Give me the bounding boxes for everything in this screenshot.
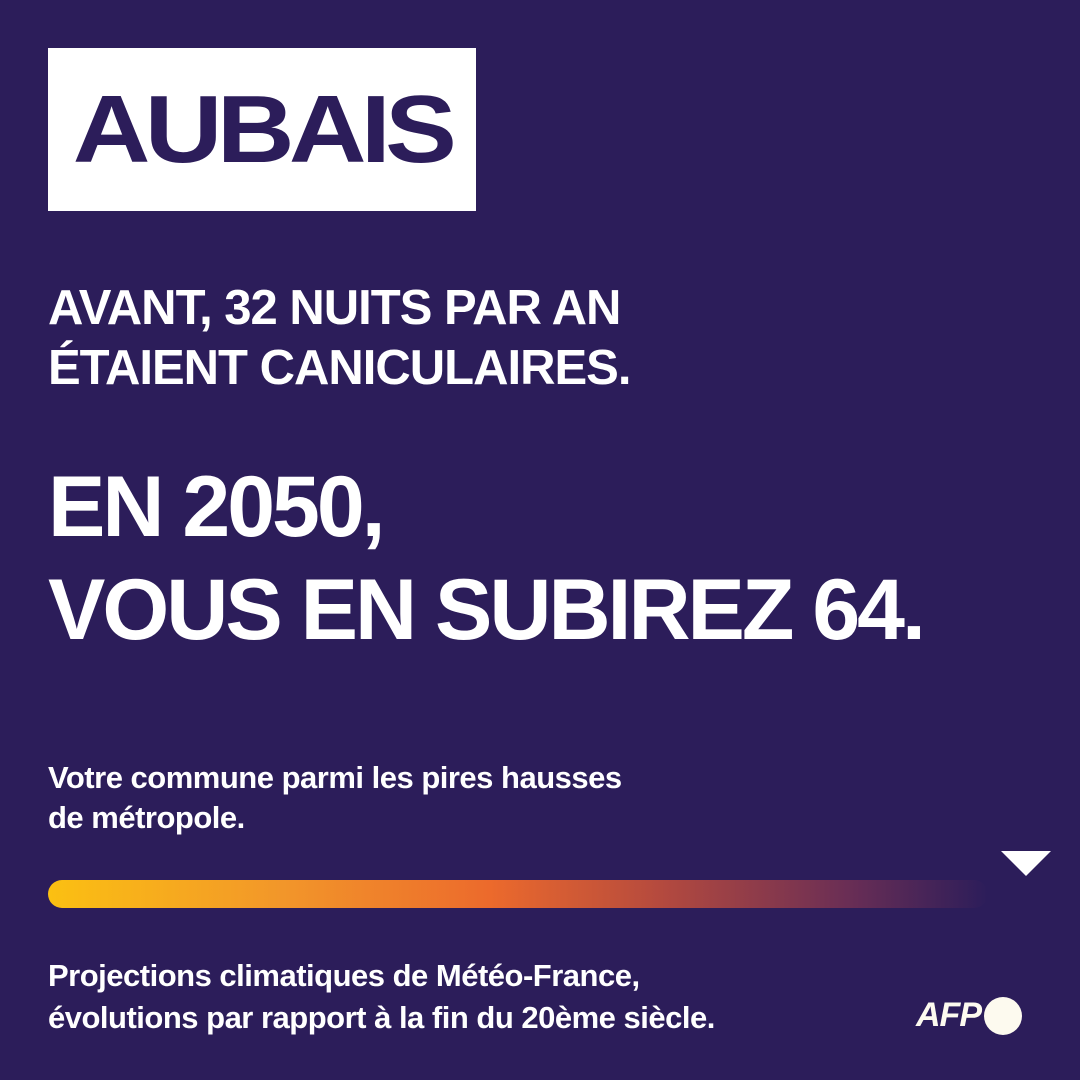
headline-line-1: EN 2050, — [48, 459, 386, 555]
headline-line-2: VOUS EN SUBIREZ 64. — [48, 562, 926, 658]
intro-line-1: AVANT, 32 NUITS PAR AN — [48, 281, 621, 335]
afp-logo: AFP — [916, 996, 1022, 1035]
footer-line-1: Projections climatiques de Météo-France, — [48, 958, 640, 993]
commune-title-box: AUBAIS — [48, 48, 476, 211]
subtitle-line-1: Votre commune parmi les pires hausses — [48, 760, 622, 795]
afp-logo-dot-icon — [984, 996, 1022, 1035]
headline: EN 2050, VOUS EN SUBIREZ 64. — [48, 456, 926, 662]
gradient-scale-bar — [48, 880, 988, 908]
source-footer: Projections climatiques de Météo-France,… — [48, 955, 715, 1039]
footer-line-2: évolutions par rapport à la fin du 20ème… — [48, 1000, 715, 1035]
subtitle: Votre commune parmi les pires hausses de… — [48, 758, 622, 838]
afp-logo-text: AFP — [916, 996, 982, 1034]
intro-line-2: ÉTAIENT CANICULAIRES. — [48, 341, 631, 395]
intro-text: AVANT, 32 NUITS PAR AN ÉTAIENT CANICULAI… — [48, 278, 631, 398]
subtitle-line-2: de métropole. — [48, 800, 245, 835]
commune-name: AUBAIS — [72, 75, 457, 183]
position-marker-triangle-icon — [1001, 851, 1051, 876]
